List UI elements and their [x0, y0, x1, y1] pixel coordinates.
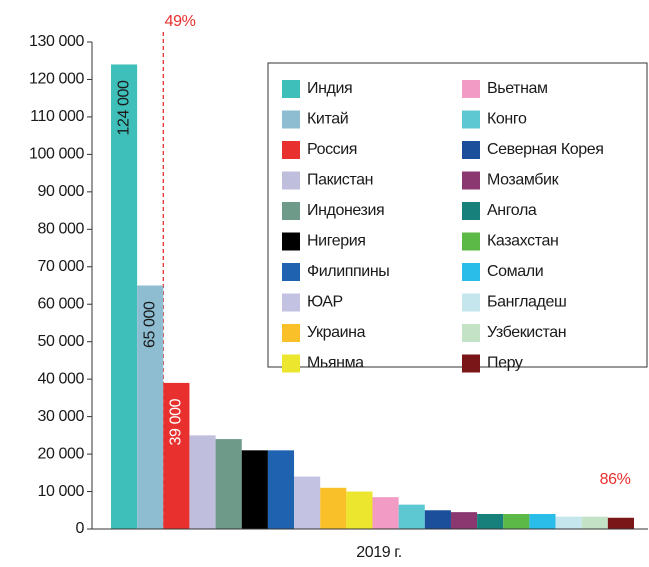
bar	[450, 512, 478, 529]
bar	[215, 439, 242, 529]
legend-swatch	[282, 354, 300, 373]
legend-box	[267, 62, 648, 368]
bar	[189, 435, 216, 529]
y-tick-label: 120 000	[29, 71, 85, 88]
bar	[372, 497, 399, 529]
bar	[477, 514, 504, 529]
legend-label: Китай	[307, 111, 348, 128]
legend-label: Сомали	[487, 263, 543, 280]
legend-swatch	[462, 202, 480, 220]
bar	[424, 510, 451, 529]
legend-label: ЮАР	[307, 294, 343, 311]
legend-swatch	[462, 141, 480, 159]
y-tick-label: 10 000	[37, 483, 84, 500]
y-tick-label: 40 000	[37, 370, 84, 387]
value-label: 65 000	[141, 301, 158, 348]
y-tick-label: 20 000	[37, 445, 84, 462]
bar	[241, 450, 268, 529]
legend-label: Ангола	[487, 202, 537, 219]
bar	[294, 476, 321, 529]
y-tick-label: 60 000	[37, 295, 84, 312]
y-tick-label: 110 000	[30, 108, 84, 125]
bar	[111, 64, 138, 529]
annotation: 86%	[600, 471, 631, 488]
value-label: 39 000	[168, 398, 185, 445]
legend-label: Конго	[487, 111, 527, 128]
legend-swatch	[282, 141, 300, 159]
value-label: 124 000	[115, 80, 132, 136]
legend-swatch	[282, 80, 300, 98]
y-tick-label: 130 000	[29, 33, 85, 50]
legend-swatch	[462, 293, 480, 312]
legend-swatch	[462, 324, 480, 342]
bar	[320, 487, 347, 529]
legend-swatch	[462, 110, 480, 129]
y-tick-label: 30 000	[37, 408, 84, 425]
legend-label: Нигерия	[307, 233, 366, 250]
legend-label: Пакистан	[307, 172, 373, 189]
legend-swatch	[282, 171, 300, 190]
legend-label: Россия	[307, 141, 357, 158]
legend-swatch	[282, 263, 300, 281]
legend-label: Индонезия	[307, 202, 384, 219]
bar	[267, 450, 295, 529]
y-tick-label: 50 000	[37, 333, 84, 350]
legend-swatch	[462, 354, 480, 373]
x-axis-label: 2019 г.	[356, 544, 402, 561]
bar	[398, 504, 425, 529]
legend-swatch	[462, 171, 480, 190]
y-tick-label: 90 000	[37, 183, 84, 200]
bar	[607, 517, 634, 529]
y-tick-label: 0	[76, 520, 85, 537]
legend-label: Северная Корея	[487, 141, 604, 158]
y-tick-label: 80 000	[37, 221, 84, 238]
legend-label: Вьетнам	[487, 80, 548, 97]
legend-swatch	[462, 80, 480, 98]
legend-swatch	[462, 232, 480, 251]
legend-swatch	[282, 110, 300, 129]
legend-label: Узбекистан	[487, 324, 566, 341]
legend-swatch	[462, 263, 480, 281]
legend-label: Казахстан	[487, 233, 558, 250]
bar	[137, 285, 164, 529]
legend-label: Бангладеш	[487, 294, 566, 311]
legend-label: Мозамбик	[487, 172, 560, 189]
legend-label: Мьянма	[307, 355, 364, 372]
legend-label: Украина	[307, 324, 366, 341]
legend-label: Перу	[487, 355, 523, 372]
legend-swatch	[282, 324, 300, 342]
legend-swatch	[282, 232, 300, 251]
y-tick-label: 100 000	[29, 146, 85, 163]
annotation: 49%	[165, 13, 196, 30]
legend-label: Филиппины	[307, 263, 389, 280]
legend-swatch	[282, 202, 300, 220]
bar	[163, 382, 190, 529]
bar	[581, 516, 608, 529]
legend-swatch	[282, 293, 300, 312]
legend-label: Индия	[307, 80, 352, 97]
bar	[346, 491, 373, 529]
bar	[555, 516, 582, 529]
y-tick-label: 70 000	[37, 258, 84, 275]
bar	[503, 514, 530, 529]
bar	[529, 514, 556, 529]
x-tick-label-hidden: 2019 г.	[356, 544, 402, 561]
